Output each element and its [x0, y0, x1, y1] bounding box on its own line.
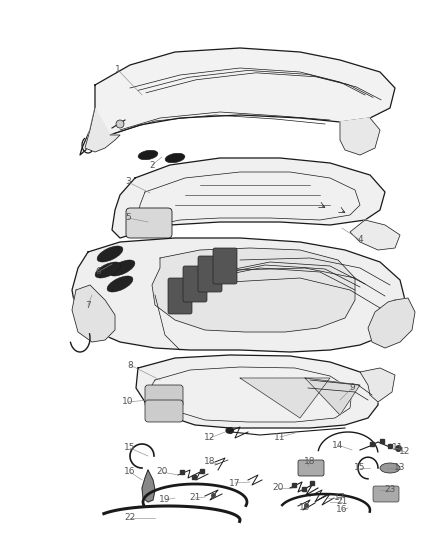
Text: 4: 4 — [357, 236, 363, 245]
Polygon shape — [80, 48, 395, 155]
Text: 3: 3 — [125, 177, 131, 187]
Ellipse shape — [107, 276, 133, 292]
Polygon shape — [240, 378, 330, 418]
Text: 10: 10 — [122, 398, 134, 407]
Polygon shape — [72, 285, 115, 342]
Polygon shape — [368, 298, 415, 348]
Polygon shape — [112, 158, 385, 238]
Text: 20: 20 — [272, 483, 284, 492]
Text: 14: 14 — [332, 440, 344, 449]
Text: 15: 15 — [124, 443, 136, 453]
Text: 22: 22 — [124, 513, 136, 522]
Text: 19: 19 — [299, 504, 311, 513]
Polygon shape — [152, 248, 355, 332]
Text: 5: 5 — [125, 214, 131, 222]
Ellipse shape — [165, 154, 185, 163]
Ellipse shape — [97, 246, 123, 262]
Polygon shape — [340, 118, 380, 155]
Ellipse shape — [109, 260, 135, 276]
Text: 6: 6 — [95, 268, 101, 277]
Text: 11: 11 — [274, 432, 286, 441]
Text: 19: 19 — [159, 496, 171, 505]
Ellipse shape — [138, 150, 158, 160]
Text: 7: 7 — [85, 301, 91, 310]
FancyBboxPatch shape — [145, 400, 183, 422]
FancyBboxPatch shape — [213, 248, 237, 284]
Polygon shape — [350, 220, 400, 250]
FancyBboxPatch shape — [198, 256, 222, 292]
Text: 8: 8 — [127, 360, 133, 369]
Text: 1: 1 — [115, 66, 121, 75]
Polygon shape — [72, 238, 405, 352]
Polygon shape — [305, 378, 360, 415]
Polygon shape — [142, 470, 155, 502]
Text: 11: 11 — [392, 443, 404, 453]
Text: 12: 12 — [399, 448, 411, 456]
Text: 21: 21 — [189, 494, 201, 503]
FancyBboxPatch shape — [373, 486, 399, 502]
Text: 17: 17 — [334, 494, 346, 503]
Ellipse shape — [95, 262, 121, 278]
FancyBboxPatch shape — [145, 385, 183, 407]
Polygon shape — [360, 368, 395, 402]
Text: 16: 16 — [336, 505, 348, 514]
Circle shape — [116, 120, 124, 128]
Text: 2: 2 — [149, 160, 155, 169]
Text: 18: 18 — [204, 457, 216, 466]
Text: 17: 17 — [229, 479, 241, 488]
Text: 16: 16 — [124, 467, 136, 477]
Text: 20: 20 — [156, 467, 168, 477]
Text: 9: 9 — [349, 384, 355, 392]
FancyBboxPatch shape — [183, 266, 207, 302]
Ellipse shape — [380, 463, 400, 473]
Text: 15: 15 — [354, 464, 366, 472]
Text: 18: 18 — [304, 457, 316, 466]
Text: 13: 13 — [394, 464, 406, 472]
FancyBboxPatch shape — [126, 208, 172, 238]
FancyBboxPatch shape — [298, 460, 324, 476]
Text: 12: 12 — [204, 433, 215, 442]
FancyBboxPatch shape — [168, 278, 192, 314]
Polygon shape — [85, 108, 120, 152]
Polygon shape — [136, 355, 378, 428]
Text: 23: 23 — [384, 486, 396, 495]
Text: 21: 21 — [336, 497, 348, 506]
